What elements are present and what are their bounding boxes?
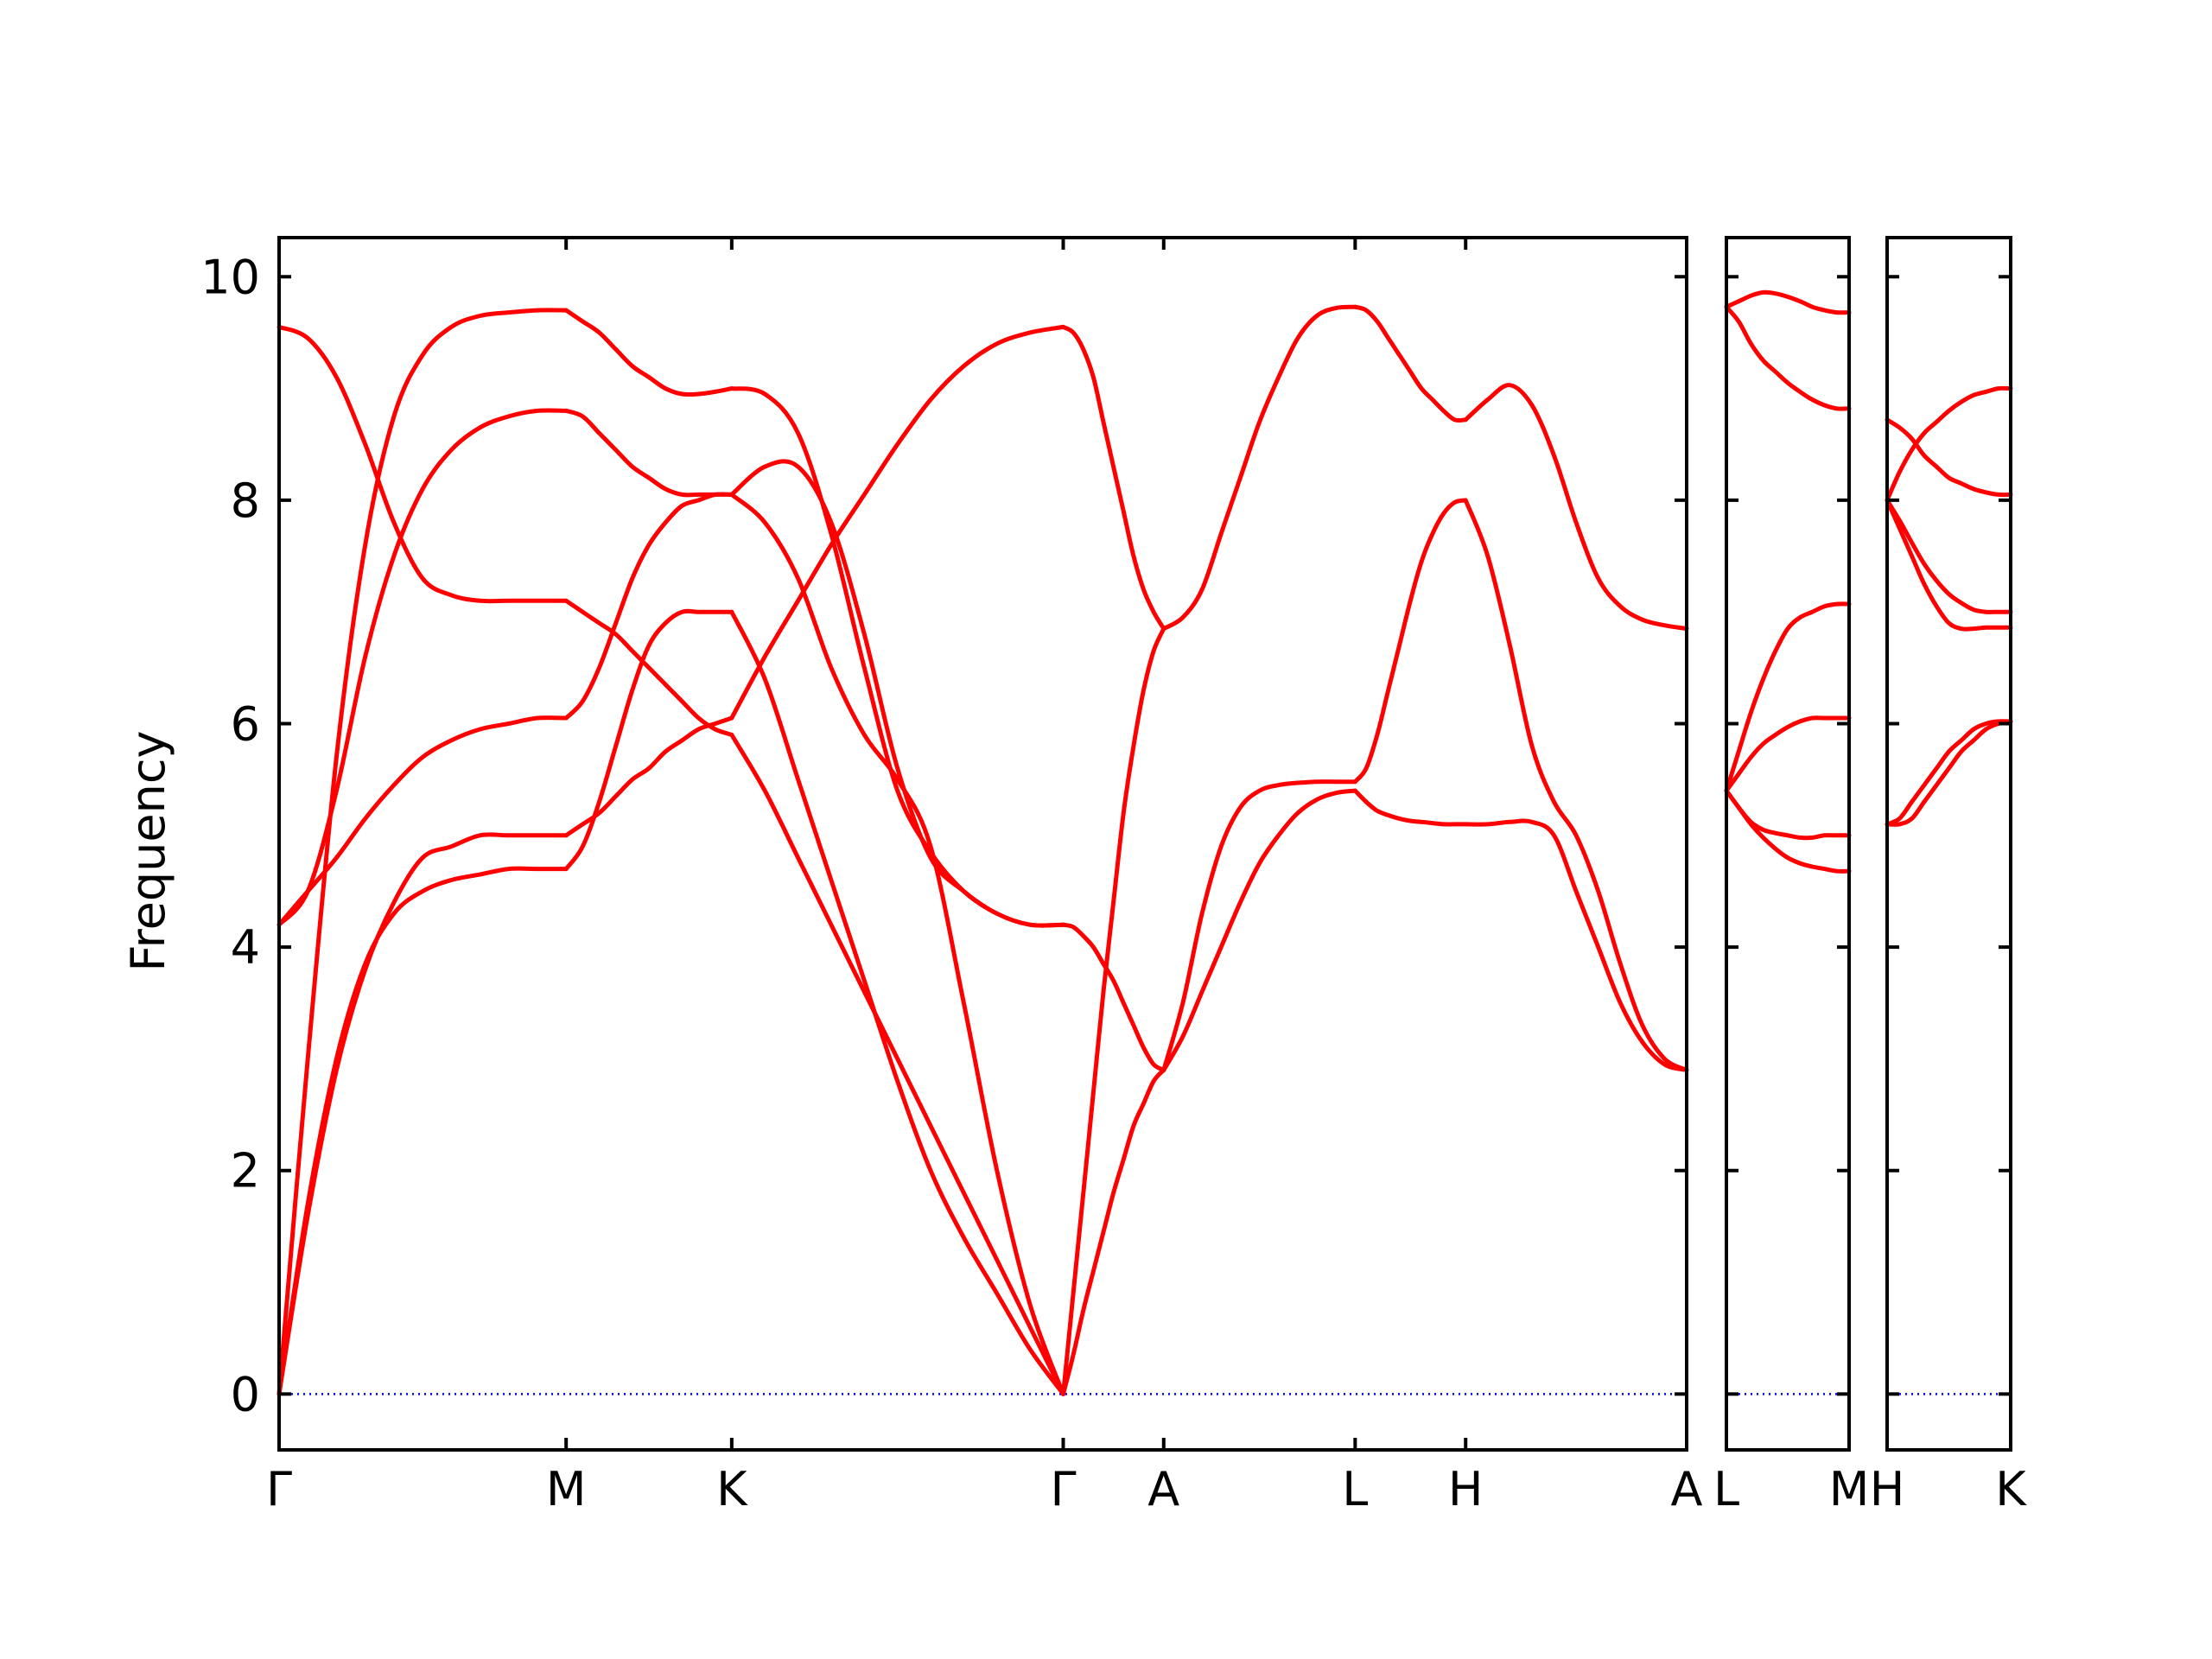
y-tick-label: 10 bbox=[200, 250, 260, 304]
y-tick-label: 6 bbox=[231, 696, 260, 751]
band-line-p2-s0-b5 bbox=[1885, 719, 2013, 827]
band-line-p1-s0-b3 bbox=[1724, 715, 1852, 793]
y-tick-label: 2 bbox=[231, 1144, 260, 1198]
band-line-p0-s6-b0 bbox=[1463, 383, 1689, 632]
band-line-p2-s0-b4 bbox=[1885, 719, 2013, 827]
band-line-p0-s3-b3 bbox=[1061, 922, 1166, 1072]
band-line-p1-s0-b0 bbox=[1724, 289, 1852, 315]
panel-frame-1 bbox=[1725, 236, 1851, 1452]
x-tick-label: K bbox=[1995, 1462, 2027, 1516]
band-line-p0-s2-b3 bbox=[729, 459, 1065, 928]
band-line-p2-s0-b0 bbox=[1885, 417, 2013, 498]
bands-layer bbox=[276, 289, 2013, 1396]
band-line-p0-s1-b1 bbox=[563, 608, 734, 872]
band-line-p0-s2-b1 bbox=[729, 609, 1065, 1396]
band-line-p1-s0-b5 bbox=[1724, 788, 1852, 874]
band-line-p0-s2-b4 bbox=[729, 492, 1065, 1396]
y-axis-label: Frequency bbox=[121, 731, 175, 972]
band-line-p0-s1-b4 bbox=[563, 408, 734, 498]
band-line-p1-s0-b2 bbox=[1724, 601, 1852, 793]
band-line-p0-s0-b3 bbox=[276, 715, 569, 927]
x-tick-label: M bbox=[546, 1462, 587, 1516]
axes-layer bbox=[277, 236, 2012, 1452]
band-line-p0-s4-b2 bbox=[1161, 788, 1357, 1072]
band-line-p0-s1-b3 bbox=[563, 492, 734, 721]
band-line-p0-s3-b1 bbox=[1061, 1067, 1166, 1396]
y-tick-label: 8 bbox=[231, 474, 260, 528]
panel-frame-0 bbox=[277, 236, 1688, 1452]
y-tick-label: 0 bbox=[231, 1367, 260, 1421]
y-tick-label: 4 bbox=[231, 920, 260, 975]
band-line-p0-s0-b4 bbox=[276, 408, 569, 927]
band-line-p0-s1-b0 bbox=[563, 715, 734, 838]
x-tick-label: A bbox=[1147, 1462, 1179, 1516]
band-line-p0-s5-b2 bbox=[1352, 788, 1468, 827]
band-line-p0-s3-b2 bbox=[1061, 324, 1166, 632]
band-line-p0-s2-b2 bbox=[729, 386, 1065, 928]
band-line-p0-s4-b0 bbox=[1161, 304, 1357, 632]
x-tick-label: A bbox=[1671, 1462, 1703, 1516]
panel-frame-2 bbox=[1885, 236, 2012, 1452]
x-tick-label: M bbox=[1829, 1462, 1870, 1516]
band-line-p0-s1-b5 bbox=[563, 598, 734, 737]
x-tick-label: Γ bbox=[266, 1462, 292, 1516]
band-line-p0-s2-b0 bbox=[729, 324, 1065, 721]
band-line-p0-s3-b0 bbox=[1061, 626, 1166, 1396]
band-line-p0-s6-b1 bbox=[1463, 498, 1689, 1072]
band-line-p0-s5-b0 bbox=[1352, 304, 1468, 423]
band-line-p2-s0-b3 bbox=[1885, 498, 2013, 632]
band-line-p0-s6-b2 bbox=[1463, 818, 1689, 1072]
band-line-p1-s0-b1 bbox=[1724, 304, 1852, 411]
x-tick-label: Γ bbox=[1050, 1462, 1076, 1516]
x-tick-label: K bbox=[716, 1462, 748, 1516]
x-tick-label: H bbox=[1448, 1462, 1484, 1516]
x-tick-label: H bbox=[1870, 1462, 1905, 1516]
band-line-p2-s0-b2 bbox=[1885, 498, 2013, 614]
band-line-p0-s2-b5 bbox=[729, 732, 1065, 1396]
x-tick-label: L bbox=[1342, 1462, 1368, 1516]
band-line-p0-s1-b2 bbox=[563, 308, 734, 397]
band-line-p0-s0-b2 bbox=[276, 308, 569, 1396]
x-tick-label: L bbox=[1713, 1462, 1739, 1516]
band-line-p0-s5-b1 bbox=[1352, 498, 1468, 785]
band-line-p0-s0-b5 bbox=[276, 324, 569, 604]
band-line-p0-s4-b1 bbox=[1161, 779, 1357, 1072]
band-line-p0-s0-b1 bbox=[276, 866, 569, 1396]
band-line-p2-s0-b1 bbox=[1885, 385, 2013, 503]
